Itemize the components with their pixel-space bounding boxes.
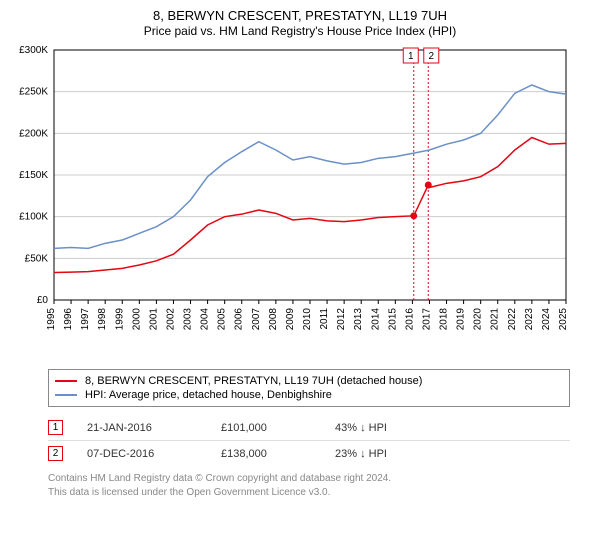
svg-text:1998: 1998 <box>97 308 108 331</box>
svg-text:2004: 2004 <box>200 308 211 331</box>
legend: 8, BERWYN CRESCENT, PRESTATYN, LL19 7UH … <box>48 369 570 407</box>
svg-text:2002: 2002 <box>165 308 176 331</box>
event-price: £101,000 <box>221 422 311 434</box>
svg-text:2006: 2006 <box>234 308 245 331</box>
svg-text:1995: 1995 <box>46 308 57 331</box>
svg-text:2022: 2022 <box>507 308 518 331</box>
event-row: 1 21-JAN-2016 £101,000 43% ↓ HPI <box>48 415 570 441</box>
svg-text:1999: 1999 <box>114 308 125 331</box>
legend-label: HPI: Average price, detached house, Denb… <box>85 389 332 401</box>
svg-text:£250K: £250K <box>19 87 48 98</box>
svg-text:£300K: £300K <box>19 45 48 56</box>
event-badge: 1 <box>48 420 63 435</box>
svg-text:2013: 2013 <box>353 308 364 331</box>
event-badge: 2 <box>48 446 63 461</box>
svg-text:£50K: £50K <box>25 253 49 264</box>
chart-subtitle: Price paid vs. HM Land Registry's House … <box>10 24 590 38</box>
svg-text:2023: 2023 <box>524 308 535 331</box>
event-date: 07-DEC-2016 <box>87 448 197 460</box>
svg-text:2000: 2000 <box>131 308 142 331</box>
svg-text:2018: 2018 <box>439 308 450 331</box>
legend-label: 8, BERWYN CRESCENT, PRESTATYN, LL19 7UH … <box>85 375 422 387</box>
svg-text:£100K: £100K <box>19 212 48 223</box>
svg-text:2017: 2017 <box>421 308 432 331</box>
legend-swatch <box>55 394 77 396</box>
chart-title: 8, BERWYN CRESCENT, PRESTATYN, LL19 7UH <box>10 8 590 23</box>
svg-text:2015: 2015 <box>387 308 398 331</box>
svg-text:2011: 2011 <box>319 308 330 330</box>
event-row: 2 07-DEC-2016 £138,000 23% ↓ HPI <box>48 441 570 466</box>
svg-text:1: 1 <box>408 51 414 62</box>
svg-text:2016: 2016 <box>404 308 415 331</box>
event-delta: 43% ↓ HPI <box>335 422 445 434</box>
svg-text:2024: 2024 <box>541 308 552 331</box>
svg-text:2021: 2021 <box>490 308 501 331</box>
svg-text:£0: £0 <box>37 295 49 306</box>
footer-line: This data is licensed under the Open Gov… <box>48 486 570 500</box>
chart-area: £0 £50K £100K £150K £200K £250K £300K 1995 1996 1… <box>10 44 590 359</box>
svg-text:2: 2 <box>428 51 434 62</box>
svg-text:2025: 2025 <box>558 308 569 331</box>
svg-text:2008: 2008 <box>268 308 279 331</box>
legend-item: 8, BERWYN CRESCENT, PRESTATYN, LL19 7UH … <box>55 374 563 388</box>
event-price: £138,000 <box>221 448 311 460</box>
svg-text:2012: 2012 <box>336 308 347 331</box>
svg-text:2019: 2019 <box>456 308 467 331</box>
legend-swatch <box>55 380 77 382</box>
chart-card: 8, BERWYN CRESCENT, PRESTATYN, LL19 7UH … <box>0 0 600 507</box>
svg-text:1996: 1996 <box>63 308 74 331</box>
footer-note: Contains HM Land Registry data © Crown c… <box>48 472 570 499</box>
footer-line: Contains HM Land Registry data © Crown c… <box>48 472 570 486</box>
svg-text:2007: 2007 <box>251 308 262 331</box>
svg-text:2020: 2020 <box>473 308 484 331</box>
svg-text:2005: 2005 <box>217 308 228 331</box>
svg-text:1997: 1997 <box>80 308 91 331</box>
svg-text:2003: 2003 <box>183 308 194 331</box>
svg-text:2014: 2014 <box>370 308 381 331</box>
legend-item: HPI: Average price, detached house, Denb… <box>55 388 563 402</box>
event-table: 1 21-JAN-2016 £101,000 43% ↓ HPI 2 07-DEC-201… <box>48 415 570 466</box>
svg-text:£200K: £200K <box>19 128 48 139</box>
svg-text:2009: 2009 <box>285 308 296 331</box>
svg-text:2010: 2010 <box>302 308 313 331</box>
event-delta: 23% ↓ HPI <box>335 448 445 460</box>
line-chart: £0 £50K £100K £150K £200K £250K £300K 1995 1996 1… <box>10 44 570 354</box>
svg-text:£150K: £150K <box>19 170 48 181</box>
event-date: 21-JAN-2016 <box>87 422 197 434</box>
svg-text:2001: 2001 <box>148 308 159 331</box>
